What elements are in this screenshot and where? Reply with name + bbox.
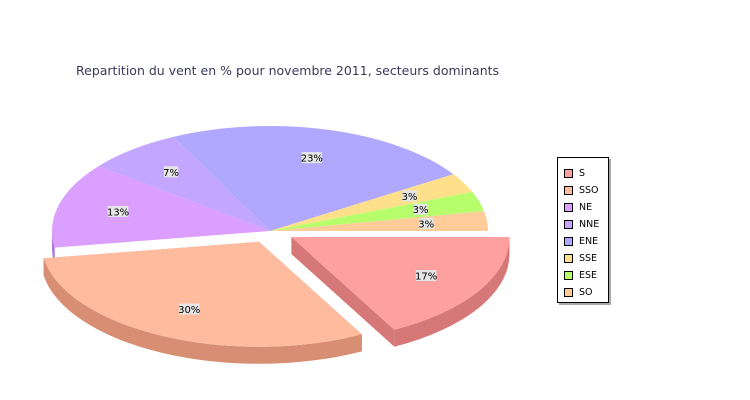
pie-slice-sse [270,174,473,231]
legend-swatch [564,219,573,229]
legend-label: SO [579,286,593,298]
legend-label: SSE [579,252,598,264]
data-label-bg-sso [178,303,200,315]
data-label-sse: 3% [402,192,418,203]
legend-item-ene: ENE [564,234,598,248]
pie-side-s-0 [394,237,510,347]
data-label-bg-sse [402,190,417,202]
pie-slice-sso [43,241,362,347]
legend: S SSO NE NNE ENE SSE ESE SO [557,157,609,303]
legend-item-sso: SSO [564,183,599,197]
data-label-ne: 13% [107,208,129,219]
data-label-bg-s [415,270,437,282]
data-label-bg-ene [301,152,323,164]
legend-label: NNE [579,218,600,230]
legend-item-ese: ESE [564,268,597,282]
legend-label: S [579,167,586,179]
legend-swatch [564,185,573,195]
data-label-ese: 3% [413,205,429,216]
data-label-bg-ese [413,203,428,215]
pie-slice-ene [173,126,454,231]
data-label-so: 3% [418,219,434,230]
legend-label: ENE [579,235,599,247]
data-label-s: 17% [415,272,437,283]
legend-label: NE [579,201,593,213]
legend-label: SSO [579,184,599,196]
legend-swatch [564,253,573,263]
legend-swatch [564,202,573,212]
legend-item-sse: SSE [564,251,597,265]
pie-slice-s [291,237,510,330]
data-label-ene: 23% [301,154,323,165]
data-label-nne: 7% [163,168,179,179]
legend-swatch [564,270,573,280]
pie-wall-s-1 [291,237,395,347]
chart-title: Repartition du vent en % pour novembre 2… [76,63,500,78]
pie-slice-ese [270,191,485,231]
data-label-bg-nne [163,166,179,178]
pie-side-ne-0 [52,231,55,265]
legend-item-s: S [564,166,585,180]
legend-item-nne: NNE [564,217,599,231]
data-label-bg-so [419,217,434,229]
pie-slice-ne [51,166,270,248]
legend-item-ne: NE [564,200,592,214]
legend-item-so: SO [564,285,593,299]
pie-slice-so [270,211,488,231]
legend-swatch [564,236,573,246]
pie-side-sso-0 [43,258,362,364]
pie-slice-nne [98,136,270,231]
legend-swatch [564,168,573,178]
data-label-sso: 30% [178,305,200,316]
legend-label: ESE [579,269,598,281]
legend-swatch [564,287,573,297]
data-label-bg-ne [107,206,129,218]
